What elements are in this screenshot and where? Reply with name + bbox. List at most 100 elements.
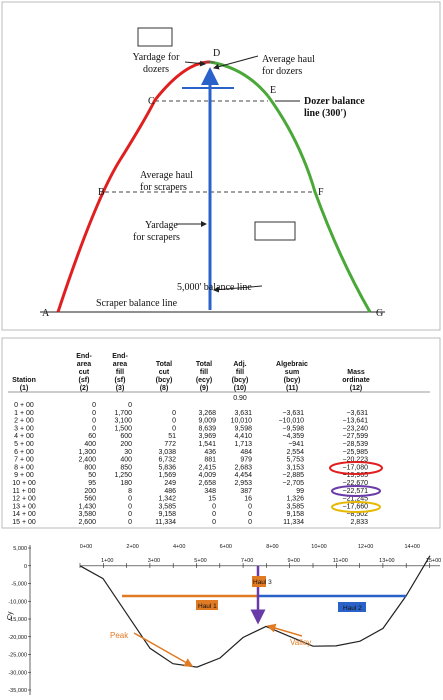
y-tick-label: -35,000 [8,688,27,694]
cell: 1,569 [158,472,176,479]
point-label: G [376,308,383,319]
label-box [338,602,366,612]
mass-diagram: Yardage for dozers D Average haul for do… [40,27,385,319]
dozer-icon [137,27,173,47]
x-tick-label: 14+00 [404,544,419,550]
point-label: E [270,85,276,96]
column-header: (12) [350,385,362,392]
cell: −27,599 [343,433,369,440]
cell: −8,502 [346,511,368,518]
cell: 3,580 [78,511,96,518]
cell: 1,250 [114,472,132,479]
cell: 2 + 00 [14,418,34,425]
cell: 0 [128,402,132,409]
cell: −941 [288,441,304,448]
cell: 0 [92,410,96,417]
x-tick-label: 12+00 [358,544,373,550]
cell: 11,334 [283,519,304,526]
cell: 200 [84,488,96,495]
cell: 2,400 [78,457,96,464]
cell: 1,541 [198,441,216,448]
cell: 50 [88,472,96,479]
cell: −10,010 [279,418,305,425]
cell: 11 + 00 [12,488,35,495]
pointer [184,60,206,67]
cell: 800 [84,464,96,471]
cell: 51 [168,433,176,440]
column-header: (ecy) [196,377,212,384]
annotation: Peak [110,631,129,640]
column-header: Total [196,361,212,368]
cell: 1,300 [78,449,96,456]
column-header: ordinate [342,377,370,384]
annotation: Valley [290,638,311,647]
cell: 3,153 [286,464,304,471]
x-tick-label: 0+00 [80,544,92,550]
label: Average haul [262,54,315,65]
cell: 0 [212,511,216,518]
cell: 4 + 00 [14,433,34,440]
panel-border [1,1,441,331]
y-tick-label: -30,000 [8,670,27,676]
cell: 979 [240,457,252,464]
highlight [329,461,383,475]
label: Yardage for [132,52,180,63]
cell: −22,571 [343,488,369,495]
column-header: (bcy) [284,377,301,384]
point-label: B [98,187,105,198]
cell: 0 [172,410,176,417]
column-header: (11) [286,385,298,392]
cell: 30 [124,449,132,456]
column-header: End- [112,353,128,360]
cell: 1,500 [114,425,132,432]
cell: −23,240 [343,425,369,432]
pointer [213,285,263,293]
cell: 1,713 [234,441,252,448]
cell: 2,415 [198,464,216,471]
cell: 436 [204,449,216,456]
label: for scrapers [133,232,180,243]
cell: 3,585 [158,503,176,510]
cell: 3 + 00 [14,425,34,432]
label: Yardage [145,220,178,231]
cell: 2,953 [234,480,252,487]
label: Dozer balance [304,96,365,107]
cell: 4,454 [234,472,252,479]
table: Station(1)End-areacut(sf)(2)End-areafill… [12,353,370,526]
x-tick-label: 11+00 [333,558,348,564]
cell: 15 + 00 [12,519,36,526]
cell: 16 [244,496,252,503]
cell: 5,836 [158,464,176,471]
cell: 400 [84,441,96,448]
point-label: F [318,187,324,198]
cell: −25,985 [343,449,369,456]
cell: 3,631 [234,410,252,417]
cell: −4,359 [282,433,304,440]
scraper-icon [254,221,296,241]
y-tick-label: -25,000 [8,653,27,659]
cell: 850 [120,464,132,471]
y-tick-label: -5,000 [11,582,27,588]
column-header: (bcy) [156,377,173,384]
x-tick-label: 4+00 [173,544,185,550]
cell: 881 [204,457,216,464]
cell: 484 [240,449,252,456]
column-header: Adj. [233,361,246,368]
mass-curve [79,555,431,668]
column-header: (10) [234,385,246,392]
cell: 0 + 00 [14,402,34,409]
cell: 0 [212,519,216,526]
cell: 0 [248,503,252,510]
mass-chart: Cy Haul 3 Haul 1 Haul 2 Peak Valley 5,00… [7,544,441,695]
cell: −2,705 [282,480,304,487]
column-header: (1) [20,385,29,392]
x-tick-label: 8+00 [266,544,278,550]
label: 5,000' balance line [177,282,252,293]
cell: 12 + 00 [12,496,36,503]
cell: 1,700 [114,410,132,417]
cell: −20,223 [343,457,369,464]
cell: 15 [208,496,216,503]
x-tick-label: 7+00 [241,558,253,564]
